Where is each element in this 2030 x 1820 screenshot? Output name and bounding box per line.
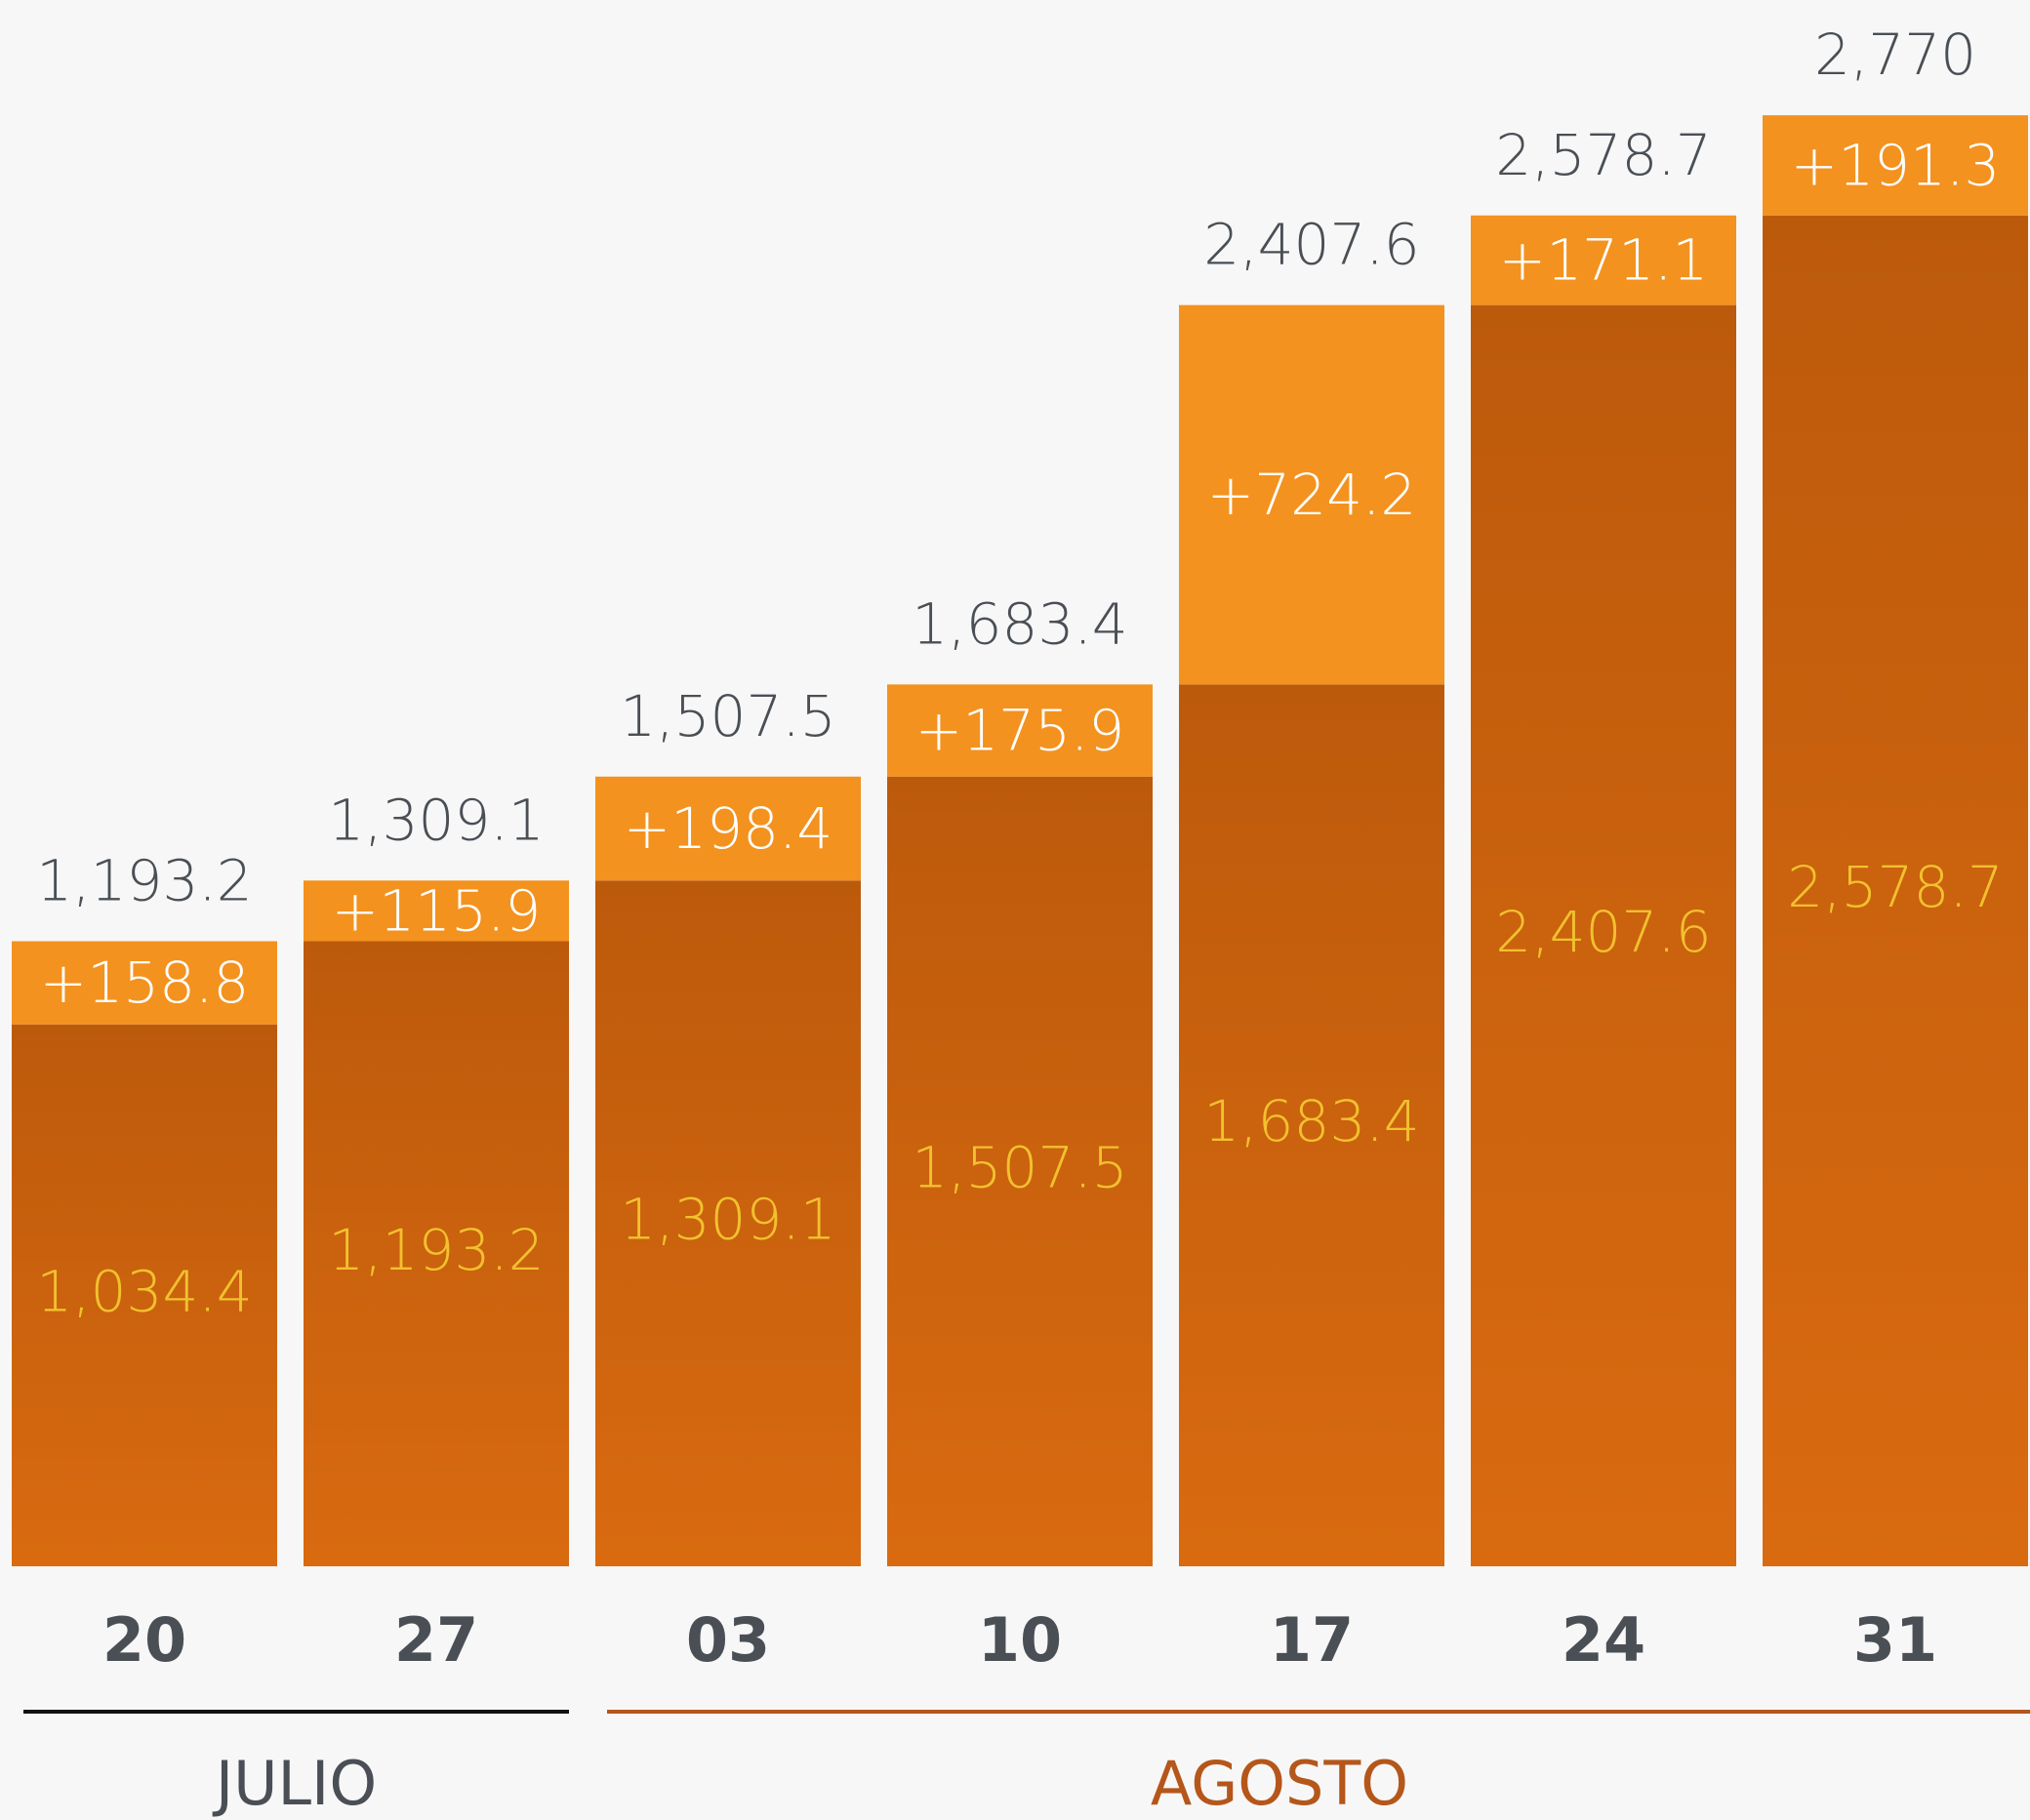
value-label: 1,507.5 xyxy=(912,1134,1127,1200)
value-label: 1,309.1 xyxy=(620,1187,835,1253)
value-label: +198.4 xyxy=(624,795,833,862)
x-tick-label: 20 xyxy=(102,1604,186,1676)
bar-segment xyxy=(887,776,1153,1566)
value-label: +171.1 xyxy=(1499,227,1709,294)
bar-segment xyxy=(887,684,1153,777)
group-label: JULIO xyxy=(212,1748,377,1819)
value-label: 1,193.2 xyxy=(328,1217,544,1283)
total-label: 2,407.6 xyxy=(1203,212,1419,278)
value-label: 1,683.4 xyxy=(1203,1088,1419,1154)
bar-segment xyxy=(1179,684,1444,1566)
value-label: +724.2 xyxy=(1207,462,1417,528)
total-label: 1,683.4 xyxy=(912,590,1127,657)
bar-segment xyxy=(1179,304,1444,685)
bar-segment xyxy=(1471,304,1736,1566)
x-tick-label: 17 xyxy=(1270,1604,1354,1676)
total-label: 1,309.1 xyxy=(328,787,544,853)
value-label: 1,034.4 xyxy=(36,1258,252,1324)
total-label: 1,193.2 xyxy=(36,848,252,914)
bar-segment xyxy=(12,1024,277,1566)
value-label: 2,407.6 xyxy=(1495,899,1711,965)
total-label: 2,770 xyxy=(1814,21,1976,88)
bar-segment xyxy=(1471,215,1736,305)
bar-segment xyxy=(595,880,861,1566)
bar-segment xyxy=(1763,115,2028,216)
x-tick-label: 27 xyxy=(394,1604,478,1676)
value-label: +175.9 xyxy=(915,698,1125,764)
value-label: 2,578.7 xyxy=(1787,854,2003,920)
x-tick-label: 03 xyxy=(686,1604,770,1676)
value-label: +158.8 xyxy=(40,950,250,1016)
value-label: +191.3 xyxy=(1791,132,2001,198)
group-label: AGOSTO xyxy=(1151,1748,1408,1819)
value-label: +115.9 xyxy=(332,877,542,944)
total-label: 2,578.7 xyxy=(1495,122,1711,188)
bar-segment xyxy=(1763,215,2028,1566)
bar-segment xyxy=(304,941,569,1566)
bar-segment xyxy=(304,880,569,942)
x-tick-label: 24 xyxy=(1562,1604,1645,1676)
bar-segment xyxy=(12,941,277,1025)
bar-segment xyxy=(595,776,861,881)
x-tick-label: 10 xyxy=(978,1604,1062,1676)
x-tick-label: 31 xyxy=(1853,1604,1937,1676)
total-label: 1,507.5 xyxy=(620,683,835,749)
